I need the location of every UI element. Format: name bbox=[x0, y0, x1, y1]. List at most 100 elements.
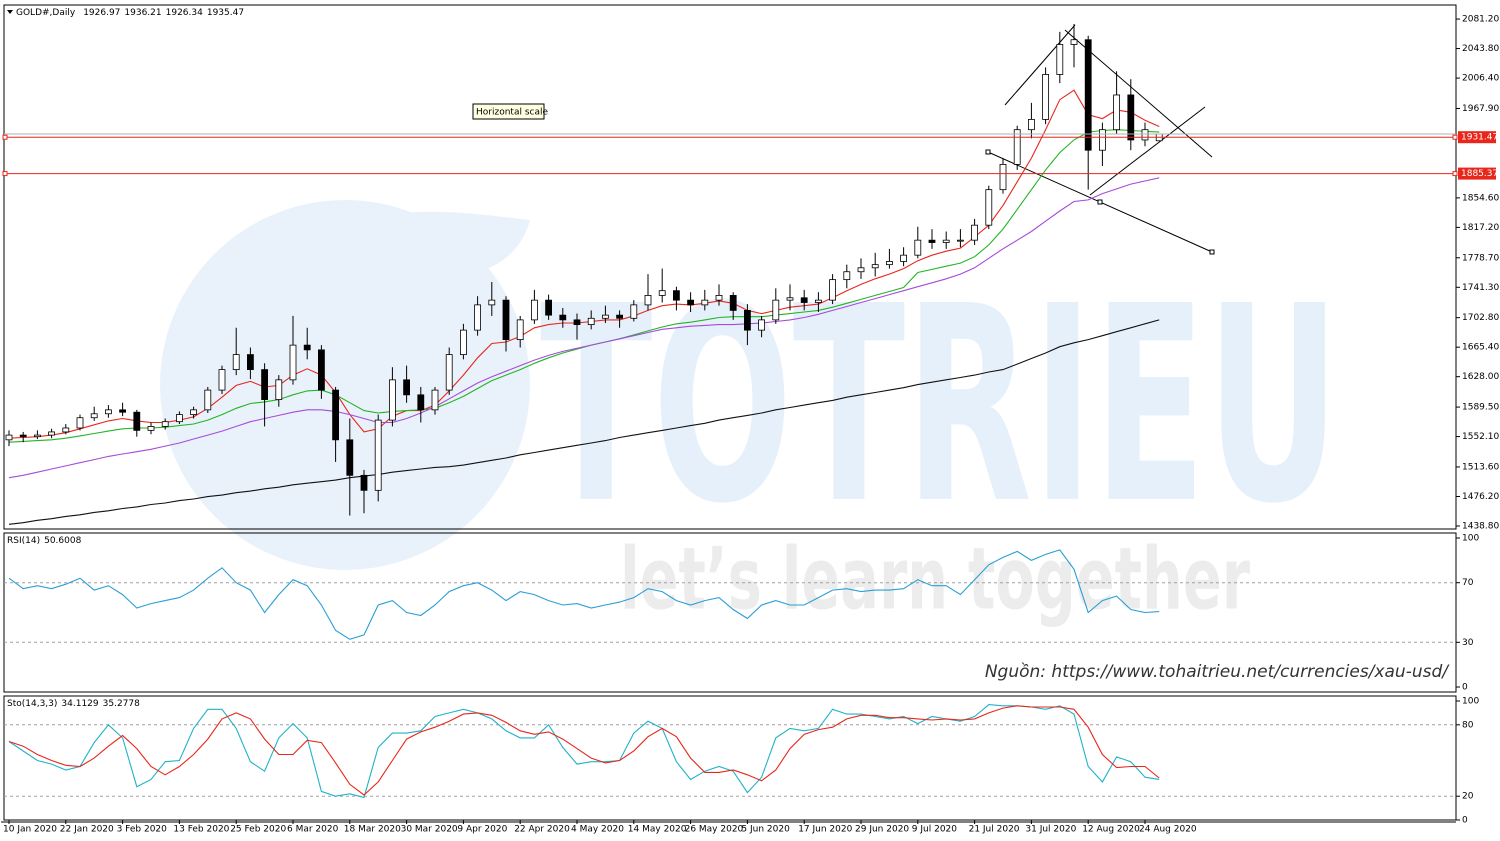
candle-body bbox=[388, 379, 396, 421]
candle-body bbox=[459, 329, 467, 355]
candle-body bbox=[105, 409, 112, 415]
level-label-box bbox=[1458, 167, 1496, 180]
candle-body bbox=[843, 271, 851, 281]
y-tick-label: 100 bbox=[1462, 534, 1479, 544]
candle-body bbox=[616, 314, 623, 319]
candle-body bbox=[772, 299, 780, 321]
candle-body bbox=[573, 319, 581, 326]
level-label: 1931.47 bbox=[1461, 133, 1498, 143]
y-tick-label: 80 bbox=[1462, 720, 1474, 730]
candle-body bbox=[431, 389, 439, 411]
high: 1936.21 bbox=[124, 8, 161, 18]
candle-body bbox=[445, 354, 453, 391]
y-tick-label: 2043.80 bbox=[1462, 44, 1499, 54]
x-tick-label: 18 Mar 2020 bbox=[344, 825, 401, 835]
y-tick-label: 1438.80 bbox=[1462, 522, 1499, 532]
candle-body bbox=[999, 164, 1007, 191]
y-tick-label: 0 bbox=[1462, 816, 1468, 826]
candle-body bbox=[175, 414, 183, 423]
candle-body bbox=[474, 304, 482, 331]
y-tick-label: 1513.60 bbox=[1462, 462, 1499, 472]
candle-body bbox=[1084, 39, 1092, 151]
candle-body bbox=[1141, 129, 1149, 141]
candle-body bbox=[346, 439, 354, 476]
x-tick-label: 10 Jan 2020 bbox=[3, 825, 57, 835]
candle-body bbox=[261, 369, 269, 400]
y-tick-label: 1628.00 bbox=[1462, 372, 1499, 382]
candle-body bbox=[673, 290, 680, 301]
candle-body bbox=[758, 319, 765, 331]
level-label-box bbox=[1458, 131, 1496, 144]
level-handle bbox=[1452, 171, 1458, 177]
anchor-point bbox=[985, 149, 991, 155]
x-tick-label: 31 Jul 2020 bbox=[1025, 825, 1076, 835]
x-tick-label: 5 Jun 2020 bbox=[741, 825, 790, 835]
candle-body bbox=[559, 314, 567, 321]
candle-body bbox=[687, 299, 694, 306]
y-tick-label: 70 bbox=[1462, 578, 1474, 588]
indicator-line bbox=[8, 549, 1160, 640]
candle-body bbox=[1099, 129, 1106, 151]
candle-body bbox=[218, 369, 226, 391]
indicator-line bbox=[8, 319, 1160, 525]
main-panel bbox=[3, 4, 1457, 530]
candle-body bbox=[417, 394, 425, 411]
symbol: GOLD#,Daily bbox=[16, 8, 76, 18]
trend-line bbox=[1004, 24, 1076, 106]
y-tick-label: 30 bbox=[1462, 638, 1474, 648]
source-note: Nguồn: https://www.tohaitrieu.net/curren… bbox=[985, 661, 1450, 682]
level-handle bbox=[2, 171, 8, 177]
indicator-line bbox=[8, 704, 1160, 799]
y-tick-label: 1967.90 bbox=[1462, 104, 1499, 114]
candle-body bbox=[531, 299, 538, 321]
x-tick-label: 12 Aug 2020 bbox=[1082, 825, 1140, 835]
y-tick-label: 1702.80 bbox=[1462, 313, 1499, 323]
y-tick-label: 1817.20 bbox=[1462, 223, 1499, 233]
candle-body bbox=[246, 354, 254, 370]
anchor-point bbox=[1209, 249, 1215, 255]
chart-header: GOLD#,Daily 1926.97 1936.21 1926.34 1935.47 bbox=[16, 8, 244, 18]
indicator-line bbox=[8, 89, 1160, 439]
candle-body bbox=[232, 354, 240, 370]
candle-body bbox=[630, 304, 638, 319]
x-tick-label: 24 Aug 2020 bbox=[1139, 825, 1197, 835]
candle-body bbox=[5, 434, 13, 441]
candle-body bbox=[502, 299, 510, 341]
candle-body bbox=[900, 254, 907, 262]
sto-title: Sto(14,3,3) bbox=[7, 699, 57, 709]
y-tick-label: 100 bbox=[1462, 697, 1479, 707]
candle-body bbox=[204, 389, 212, 411]
watermark-logo bbox=[160, 200, 530, 570]
rsi-header: RSI(14) 50.6008 bbox=[7, 536, 82, 546]
x-tick-label: 4 May 2020 bbox=[571, 825, 624, 835]
candle-body bbox=[957, 239, 964, 242]
candle-body bbox=[374, 419, 382, 491]
candle-body bbox=[275, 379, 283, 400]
candle-body bbox=[871, 264, 879, 269]
x-tick-label: 26 May 2020 bbox=[685, 825, 744, 835]
trend-line bbox=[1089, 106, 1206, 196]
y-tick-label: 1854.60 bbox=[1462, 193, 1499, 203]
candle-body bbox=[161, 421, 169, 427]
candle-body bbox=[133, 411, 141, 431]
candle-body bbox=[914, 239, 922, 256]
candle-body bbox=[360, 474, 368, 491]
y-tick-label: 1552.10 bbox=[1462, 432, 1499, 442]
menu-triangle bbox=[7, 10, 13, 14]
candle-body bbox=[587, 317, 595, 326]
y-tick-label: 1476.20 bbox=[1462, 492, 1499, 502]
candle-body bbox=[786, 297, 794, 301]
y-tick-label: 1665.40 bbox=[1462, 343, 1499, 353]
y-tick-label: 1589.50 bbox=[1462, 403, 1499, 413]
x-tick-label: 21 Jul 2020 bbox=[969, 825, 1020, 835]
sto-panel bbox=[3, 695, 1457, 821]
watermark-flame bbox=[330, 211, 530, 276]
candle-body bbox=[701, 299, 709, 306]
candle-body bbox=[1113, 94, 1120, 131]
candle-body bbox=[715, 295, 723, 301]
candle-body bbox=[644, 295, 652, 306]
annotation-text: Horizontal scale bbox=[476, 108, 548, 118]
x-tick-label: 22 Jan 2020 bbox=[60, 825, 114, 835]
candle-body bbox=[403, 379, 411, 396]
candle-body bbox=[658, 290, 666, 296]
